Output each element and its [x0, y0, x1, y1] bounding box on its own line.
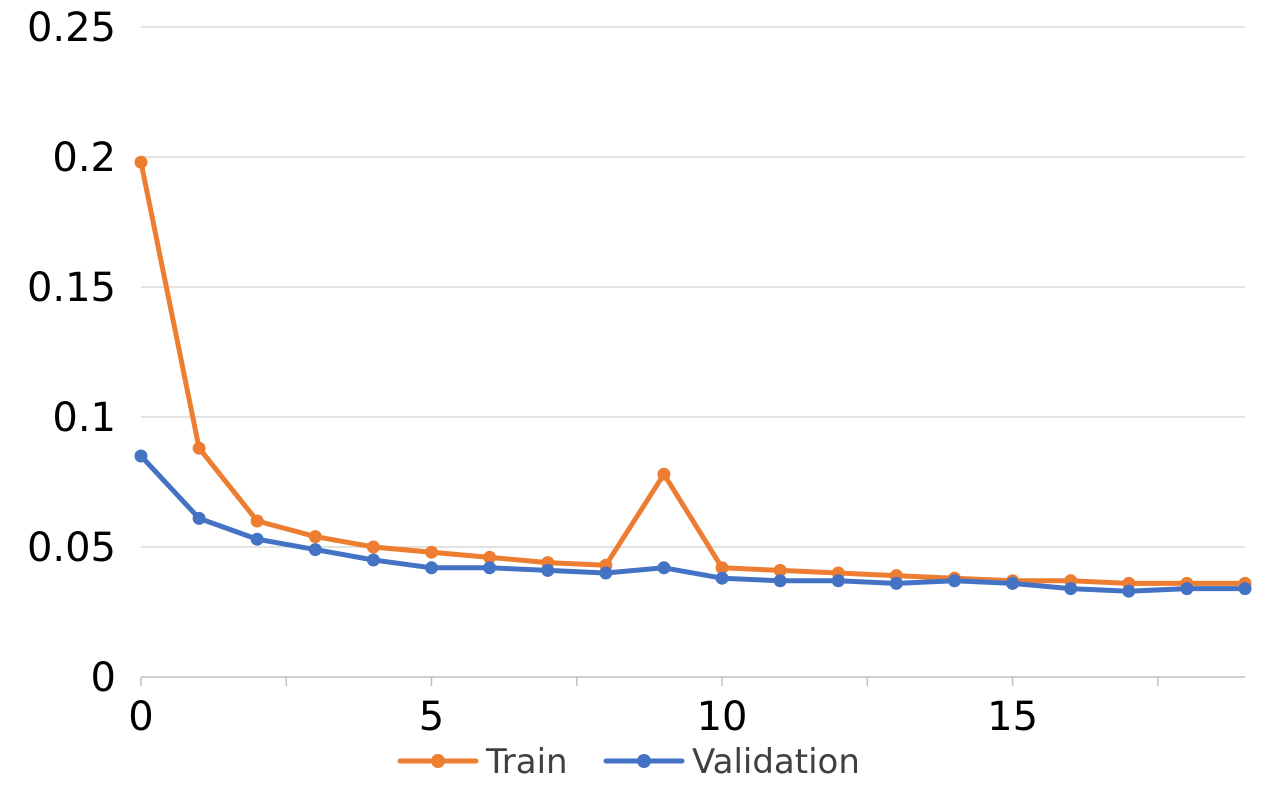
data-point [250, 514, 264, 528]
series-group [134, 155, 1252, 598]
x-axis [140, 676, 1245, 686]
data-point [657, 467, 671, 481]
series-validation [134, 449, 1252, 598]
legend-label: Validation [692, 742, 860, 782]
data-point [889, 576, 903, 590]
data-point [250, 532, 264, 546]
x-tick-label: 0 [128, 694, 153, 740]
data-point [308, 530, 322, 544]
x-tick-label: 15 [987, 694, 1038, 740]
legend-swatch-marker [637, 754, 651, 768]
y-tick-label: 0.1 [52, 395, 116, 441]
data-point [773, 563, 787, 577]
series-line-validation [138, 453, 1248, 594]
data-point [599, 566, 613, 580]
data-point [1064, 582, 1078, 596]
y-tick-label: 0.25 [27, 5, 116, 51]
data-point [1238, 582, 1252, 596]
data-point [1006, 576, 1020, 590]
y-axis-tick-labels: 0 0.05 0.1 0.15 0.2 0.25 [27, 5, 116, 701]
y-tick-label: 0.15 [27, 265, 116, 311]
data-point [366, 540, 380, 554]
y-tick-label: 0.05 [27, 525, 116, 571]
data-point [483, 550, 497, 564]
data-point [425, 545, 439, 559]
y-tick-label: 0 [91, 655, 116, 701]
gridlines [141, 26, 1245, 548]
data-point [192, 511, 206, 525]
legend-item-validation: Validation [603, 742, 860, 782]
series-train [134, 155, 1252, 590]
x-axis-tick-labels: 0 5 10 15 [128, 694, 1038, 740]
data-point [425, 561, 439, 575]
legend-item-train: Train [397, 742, 568, 782]
y-tick-label: 0.2 [52, 135, 116, 181]
x-tick-label: 5 [419, 694, 444, 740]
data-point [831, 574, 845, 588]
data-point [715, 561, 729, 575]
data-point [1180, 582, 1194, 596]
legend: Train Validation [397, 742, 860, 782]
legend-swatch-marker [431, 754, 445, 768]
series-line-train [138, 159, 1248, 586]
data-point [1122, 584, 1136, 598]
data-point [366, 553, 380, 567]
data-point [134, 155, 148, 169]
data-point [541, 563, 555, 577]
data-point [657, 561, 671, 575]
data-point [483, 561, 497, 575]
data-point [773, 574, 787, 588]
data-point [715, 571, 729, 585]
data-point [192, 441, 206, 455]
legend-label: Train [485, 742, 568, 782]
data-point [308, 543, 322, 557]
x-tick-label: 10 [697, 694, 748, 740]
data-point [134, 449, 148, 463]
data-point [947, 574, 961, 588]
